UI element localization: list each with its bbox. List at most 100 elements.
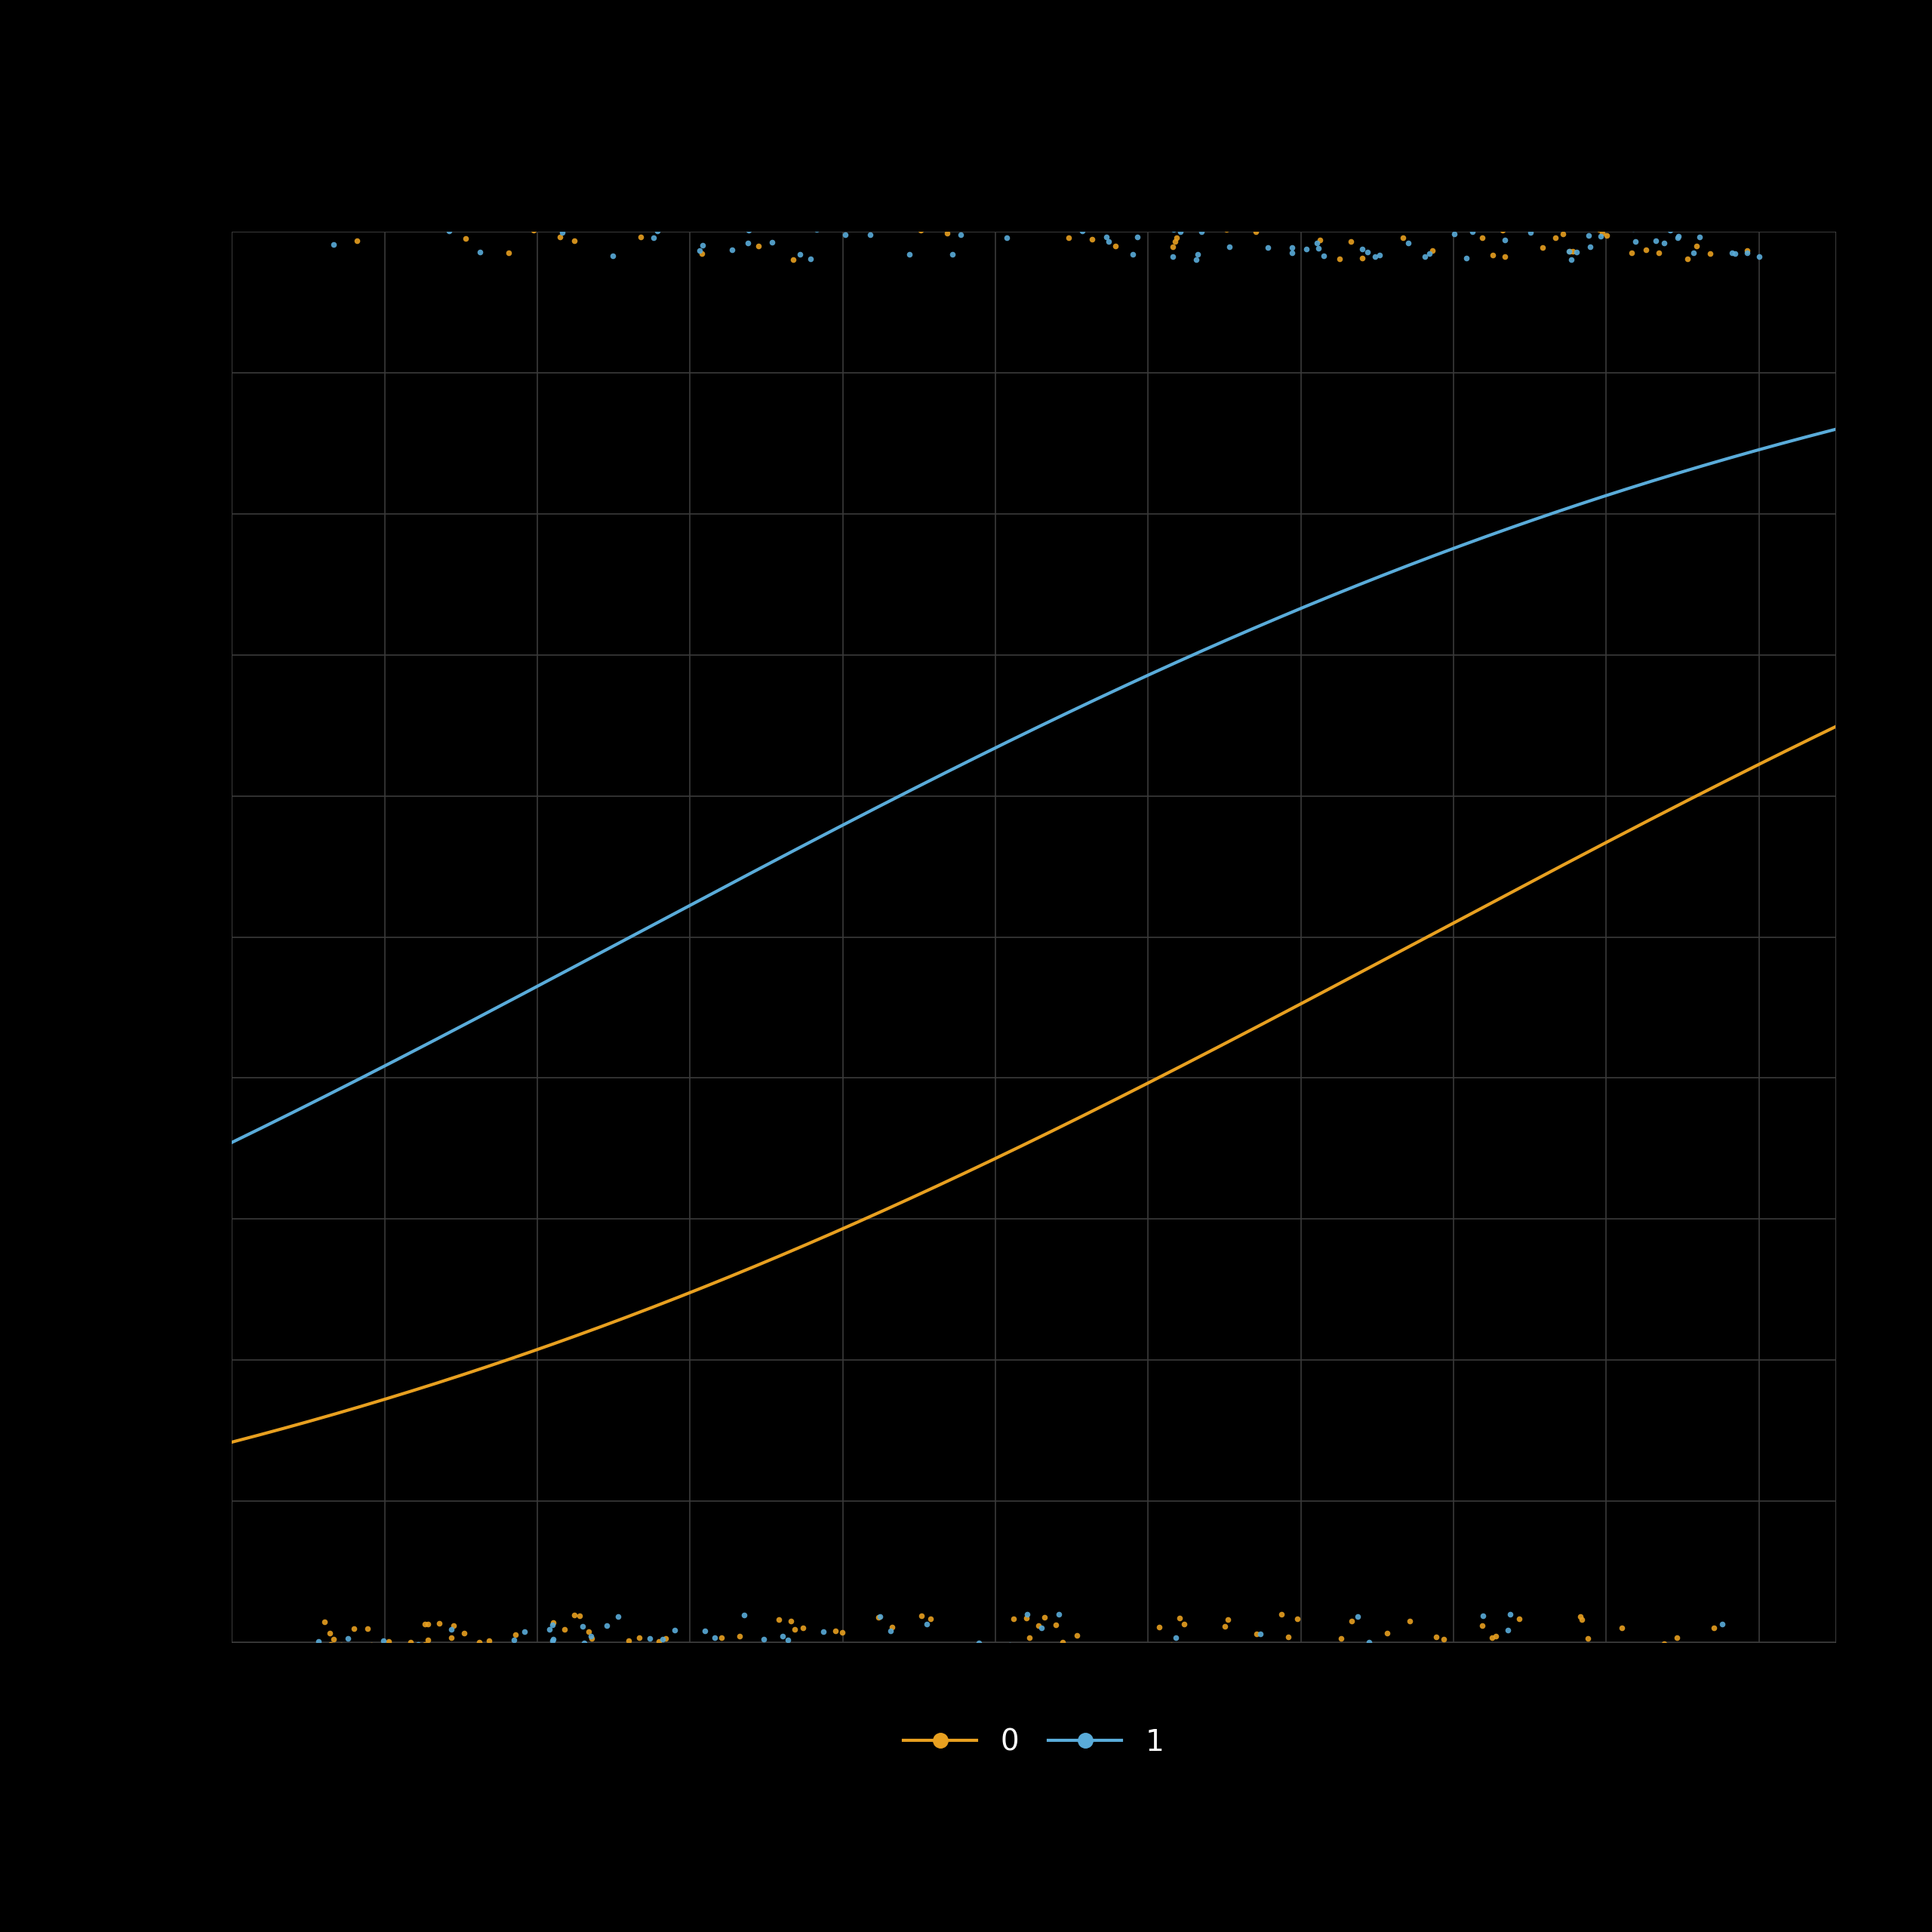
Point [1030,1602,1061,1633]
Point [895,195,925,226]
Point [473,1625,504,1656]
Point [342,226,373,257]
Point [1302,1634,1333,1665]
Point [885,195,916,226]
Point [1323,243,1354,274]
Point [1694,193,1725,224]
Point [338,193,369,224]
Point [757,226,788,257]
Point [1308,242,1339,272]
Point [1211,214,1242,245]
Point [649,1623,680,1654]
Point [1584,214,1615,245]
Point [757,205,788,236]
Point [1094,1642,1124,1673]
Point [1304,224,1335,255]
Point [1057,1633,1088,1663]
Point [1372,1617,1403,1648]
Point [303,1631,334,1662]
Point [1490,242,1520,272]
Point [1470,205,1501,236]
Point [1051,1638,1082,1669]
Point [918,189,949,220]
Point [1596,205,1627,236]
Point [1078,209,1109,240]
Point [686,238,717,269]
Point [1010,1604,1041,1634]
Point [601,1634,632,1665]
Point [1132,193,1163,224]
Point [1300,228,1331,259]
Point [827,1631,858,1662]
Point [574,1617,605,1648]
Point [854,218,885,249]
Point [827,1617,858,1648]
Point [808,189,838,220]
Point [549,1615,580,1646]
Point [1194,1638,1225,1669]
Point [634,1623,665,1654]
Point [537,1625,568,1656]
Point [775,1605,806,1636]
Point [568,1627,599,1658]
Point [1553,236,1584,267]
Point [1619,1650,1650,1681]
Point [1173,193,1204,224]
Point [686,1642,717,1673]
Point [537,1609,568,1640]
Point [1092,222,1122,253]
Point [1014,1623,1045,1654]
Point [1281,1604,1312,1634]
Point [614,1633,645,1663]
Point [609,1644,639,1675]
Point [1555,243,1586,274]
Point [500,1652,531,1683]
Point [1685,222,1716,253]
Point [732,214,763,245]
Point [396,189,427,220]
Point [537,1623,568,1654]
Point [1557,193,1588,224]
Point [348,205,379,236]
Point [670,1646,701,1677]
Point [781,1613,811,1644]
Point [323,209,354,240]
Point [1671,243,1702,274]
Point [533,1613,564,1644]
Point [500,1640,531,1671]
Point [1466,1609,1497,1640]
Point [1070,197,1101,228]
Point [628,1652,659,1683]
Point [723,1638,753,1669]
Point [786,211,817,242]
Point [1030,1642,1061,1673]
Point [433,214,464,245]
Point [1240,1654,1271,1685]
Point [1159,1634,1190,1665]
Point [330,1642,361,1673]
Point [1706,1609,1737,1640]
Point [1076,224,1107,255]
Point [618,1644,649,1675]
Point [1497,1650,1528,1681]
Point [367,1625,398,1656]
Point [1223,199,1254,230]
Point [1598,1633,1629,1663]
Point [510,1648,541,1679]
Point [1412,209,1443,240]
Point [1646,201,1677,232]
Point [328,193,359,224]
Point [1387,222,1418,253]
Point [1457,216,1488,247]
Point [1053,222,1084,253]
Point [500,1619,531,1650]
Point [906,1600,937,1631]
Point [1219,1636,1250,1667]
Point [985,189,1016,220]
Point [1716,238,1747,269]
Point [724,1646,755,1677]
Point [1165,216,1196,247]
Point [1729,195,1760,226]
Point [1687,189,1718,220]
Point [1047,1627,1078,1658]
